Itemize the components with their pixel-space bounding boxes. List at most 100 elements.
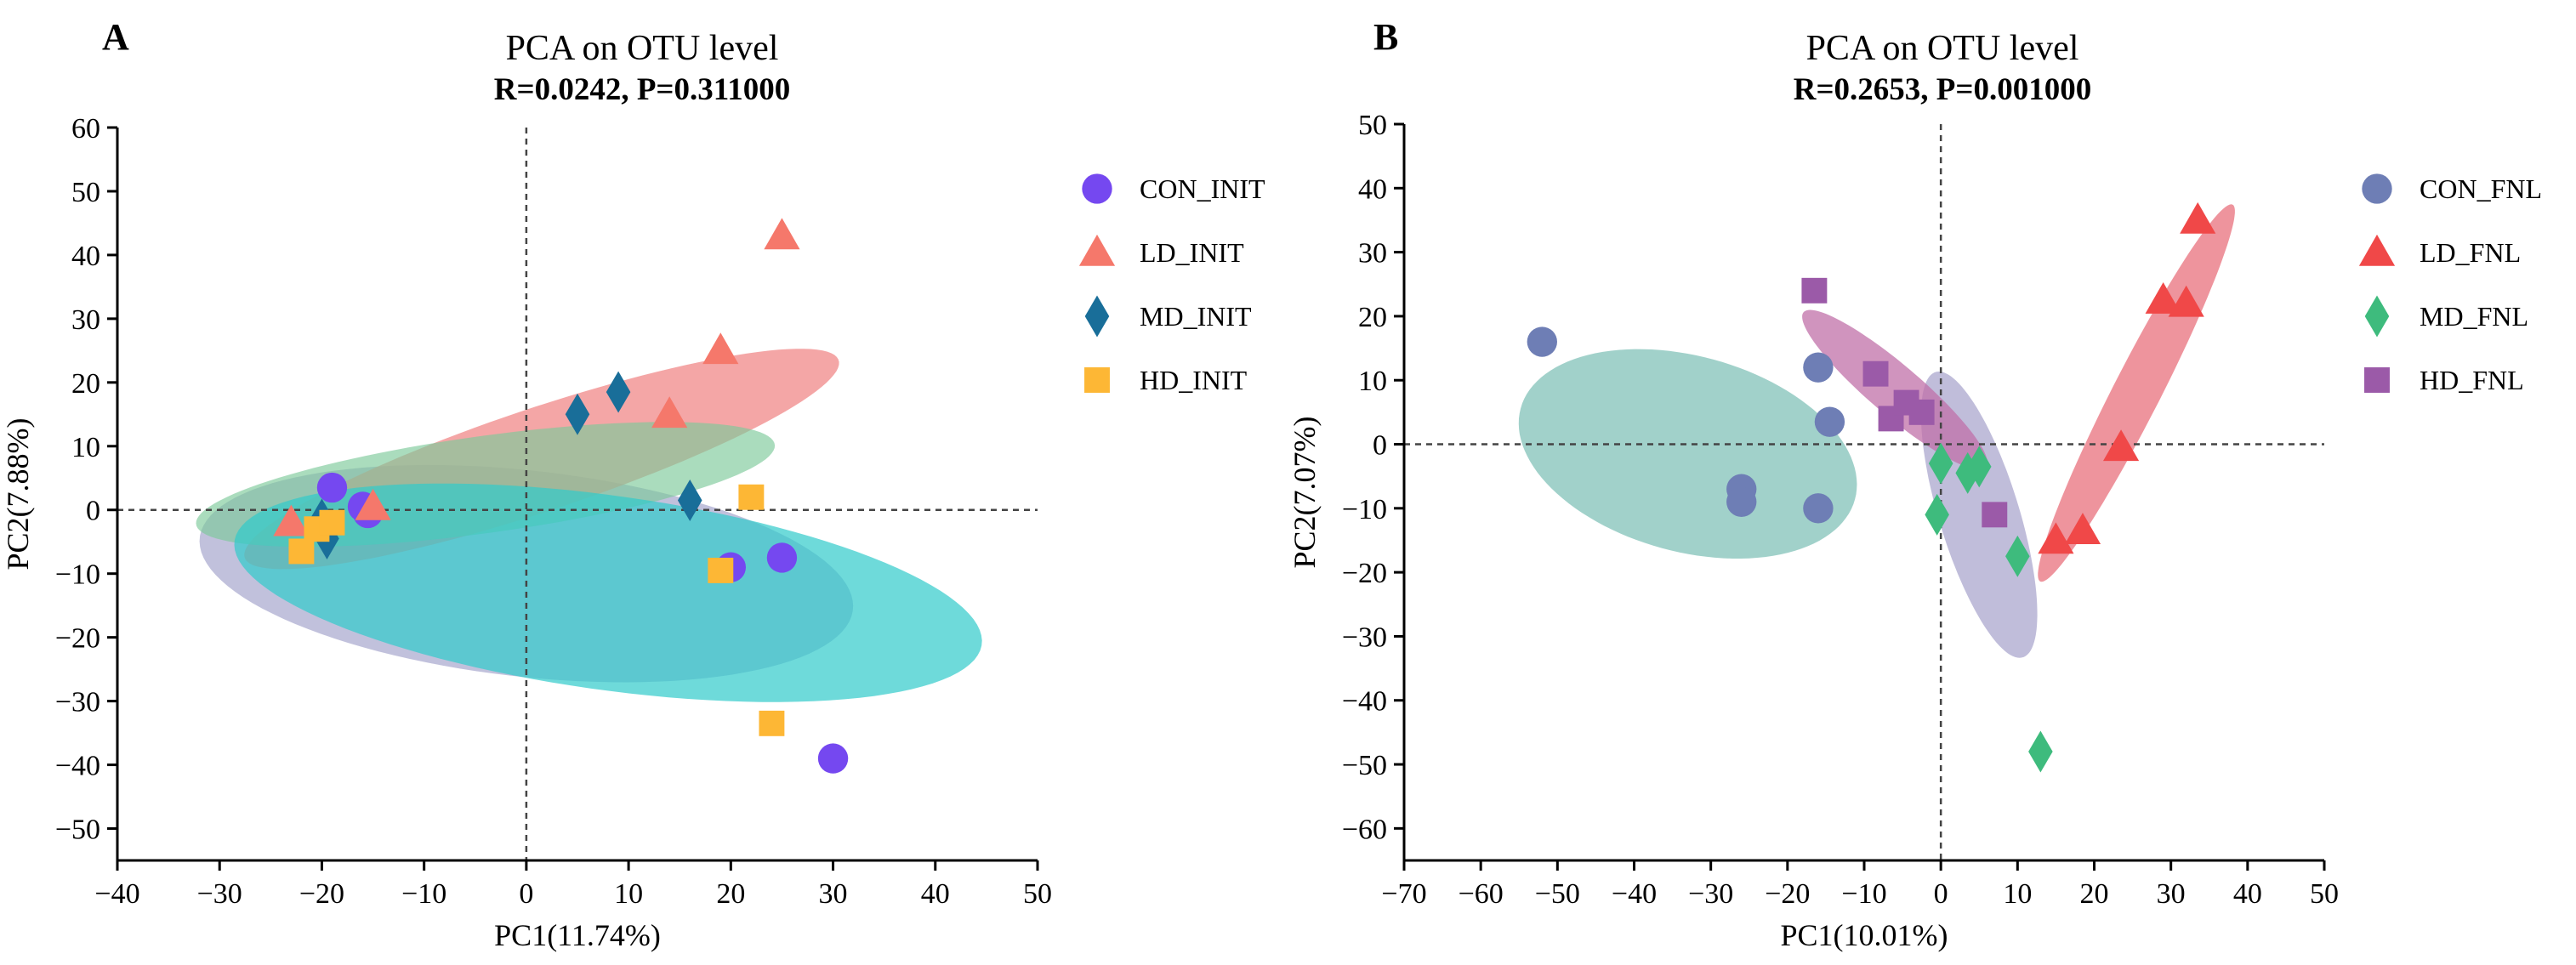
legend-item-con-fnl: CON_FNL	[2362, 173, 2542, 204]
y-axis-label: PC2(7.07%)	[1288, 417, 1322, 569]
y-tick-label: −20	[1342, 558, 1387, 589]
x-tick-label: 30	[2157, 878, 2186, 910]
x-tick-label: 20	[716, 878, 745, 910]
data-point-con-fnl	[1814, 406, 1845, 437]
data-point-hd-init	[759, 710, 785, 736]
legend-item-hd-fnl: HD_FNL	[2364, 365, 2524, 395]
legend-marker	[1084, 295, 1110, 338]
chart-title: PCA on OTU level	[506, 29, 779, 68]
x-tick-label: −20	[299, 878, 344, 910]
x-tick-label: 50	[1023, 878, 1052, 910]
y-tick-label: 30	[1358, 238, 1387, 270]
ellipse-con-fnl	[1518, 349, 1857, 559]
x-tick-label: −40	[94, 878, 139, 910]
legend-marker	[2358, 234, 2396, 266]
y-tick-label: 40	[71, 241, 100, 272]
legend: CON_INIT LD_INIT MD_INIT HD_INIT	[1078, 173, 1265, 395]
ellipse-hd-init	[234, 483, 982, 702]
legend-item-hd-init: HD_INIT	[1084, 365, 1248, 395]
data-points	[273, 218, 849, 774]
data-point-con-fnl	[1726, 486, 1757, 517]
data-point-con-fnl	[1527, 326, 1557, 357]
legend-item-con-init: CON_INIT	[1082, 173, 1265, 204]
y-tick-label: 10	[71, 432, 100, 463]
y-tick-label: −40	[1342, 686, 1387, 718]
y-tick-label: 60	[71, 113, 100, 145]
data-point-hd-init	[288, 538, 315, 565]
y-tick-label: 50	[1358, 110, 1387, 141]
ellipse-ld-fnl	[2038, 204, 2235, 582]
data-point-con-fnl	[1803, 493, 1834, 524]
data-point-con-init	[817, 743, 849, 774]
pca-panel-b: B PCA on OTU level R=0.2653, P=0.001000 −70…	[1288, 16, 2542, 952]
chart-subtitle: R=0.2653, P=0.001000	[1794, 72, 2092, 107]
chart-title: PCA on OTU level	[1806, 29, 2079, 68]
data-point-hd-fnl	[1862, 360, 1889, 387]
y-tick-label: −50	[1342, 750, 1387, 781]
data-point-md-fnl	[2028, 730, 2053, 773]
panel-letter: B	[1373, 16, 1398, 58]
data-point-ld-fnl	[2038, 522, 2074, 554]
x-tick-label: 40	[921, 878, 950, 910]
data-point-ld-fnl	[2145, 282, 2181, 314]
confidence-ellipses	[1518, 204, 2235, 658]
data-point-hd-init	[319, 509, 345, 536]
data-point-md-fnl	[1928, 442, 1953, 485]
data-point-md-init	[606, 371, 631, 413]
legend-label: MD_INIT	[1140, 301, 1252, 332]
x-axis-label: PC1(11.74%)	[494, 918, 661, 952]
legend-label: CON_INIT	[1140, 173, 1265, 204]
y-tick-label: 0	[1373, 430, 1387, 462]
x-tick-label: −10	[401, 878, 446, 910]
y-tick-label: −30	[55, 687, 100, 718]
data-point-ld-fnl	[2102, 429, 2140, 462]
data-point-ld-init	[702, 332, 739, 365]
x-tick-label: 10	[2003, 878, 2032, 910]
data-point-ld-fnl	[2168, 285, 2204, 317]
data-point-ld-fnl	[2180, 202, 2216, 234]
pca-panel-a: A PCA on OTU level R=0.0242, P=0.311000 −40…	[1, 16, 1265, 952]
legend-label: HD_INIT	[1140, 365, 1248, 395]
legend-item-ld-fnl: LD_FNL	[2358, 234, 2521, 268]
x-tick-label: 30	[819, 878, 848, 910]
data-point-md-init	[677, 480, 702, 521]
legend-label: HD_FNL	[2420, 365, 2524, 395]
legend-label: CON_FNL	[2420, 173, 2542, 204]
x-axis-label: PC1(10.01%)	[1781, 918, 1948, 952]
y-tick-label: −40	[55, 751, 100, 782]
legend-item-md-init: MD_INIT	[1084, 295, 1252, 338]
y-tick-label: −10	[1342, 494, 1387, 525]
legend-marker	[2362, 173, 2392, 204]
panel-letter: A	[102, 16, 129, 58]
data-point-ld-init	[355, 488, 391, 520]
data-point-ld-fnl	[2064, 513, 2101, 544]
y-tick-label: 40	[1358, 173, 1387, 205]
chart-subtitle: R=0.0242, P=0.311000	[494, 72, 790, 107]
data-point-hd-fnl	[1982, 502, 2008, 528]
legend: CON_FNL LD_FNL MD_FNL HD_FNL	[2358, 173, 2542, 395]
legend-item-md-fnl: MD_FNL	[2364, 295, 2528, 338]
y-tick-label: 20	[1358, 302, 1387, 333]
legend-marker	[2364, 295, 2390, 338]
legend-marker	[2364, 367, 2390, 393]
data-point-con-init	[316, 472, 348, 503]
data-point-hd-init	[738, 484, 765, 510]
legend-label: LD_INIT	[1140, 237, 1244, 268]
data-point-md-fnl	[2005, 535, 2030, 577]
data-points	[1527, 202, 2216, 773]
data-point-hd-fnl	[1908, 399, 1935, 425]
ellipse-hd-fnl	[1802, 309, 1988, 470]
data-point-hd-fnl	[1801, 277, 1828, 304]
x-tick-label: 10	[614, 878, 643, 910]
legend-label: LD_FNL	[2420, 237, 2521, 268]
y-tick-label: −60	[1342, 814, 1387, 845]
y-tick-label: 30	[71, 304, 100, 336]
y-tick-label: 0	[86, 496, 100, 527]
data-point-md-fnl	[1925, 493, 1949, 536]
y-axis-label: PC2(7.88%)	[1, 418, 35, 570]
x-tick-label: 50	[2310, 878, 2339, 910]
x-tick-label: −70	[1381, 878, 1426, 910]
x-tick-label: −20	[1765, 878, 1810, 910]
x-tick-label: −30	[1688, 878, 1733, 910]
